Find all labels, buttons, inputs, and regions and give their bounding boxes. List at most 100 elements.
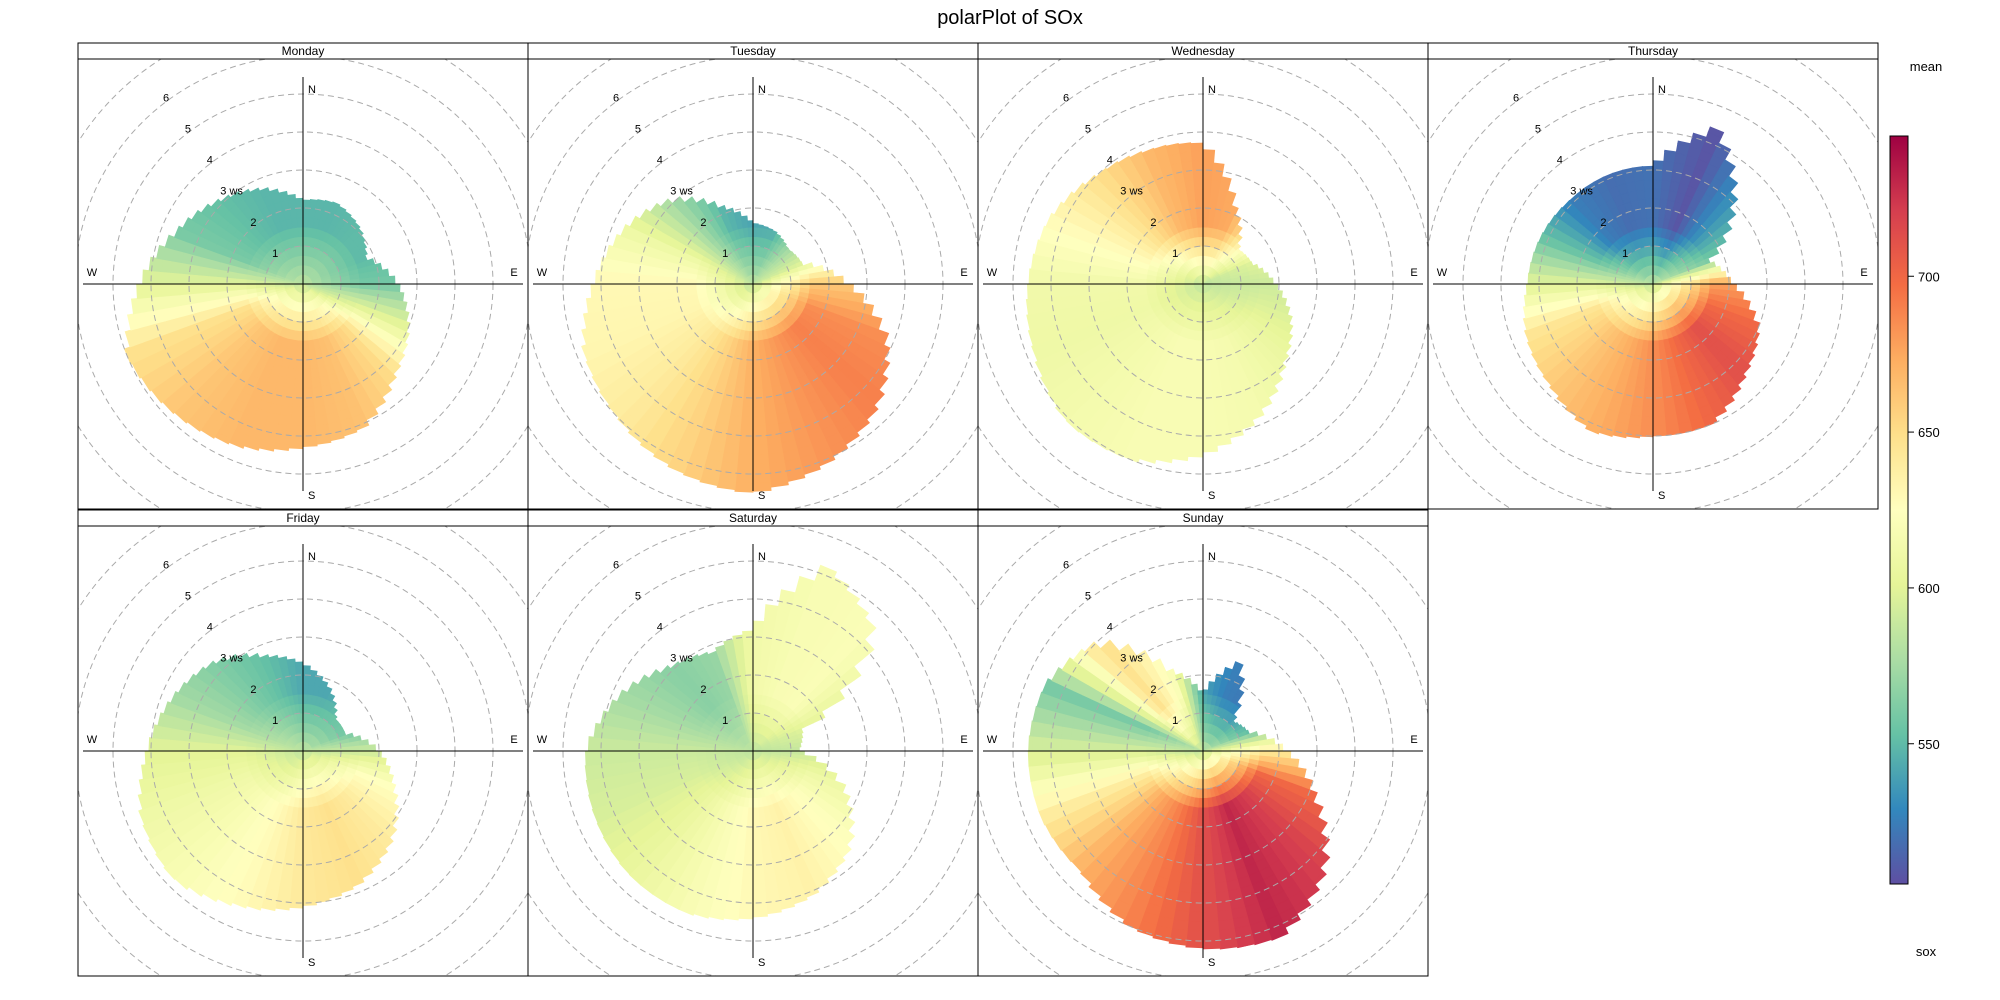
surface-cell [397, 283, 401, 293]
surface-cell [357, 735, 362, 742]
surface-cell [1268, 277, 1274, 285]
surface-cell [1202, 387, 1214, 399]
surface-cell [600, 270, 612, 285]
surface-cell [1538, 273, 1550, 285]
surface-cell [226, 283, 238, 292]
surface-cell [1522, 304, 1535, 319]
surface-cell [752, 463, 771, 475]
surface-cell [1189, 425, 1204, 437]
surface-cell [585, 359, 598, 377]
surface-cell [1202, 444, 1219, 453]
surface-cell [309, 358, 319, 370]
ring-label: 6 [1063, 92, 1069, 104]
surface-cell [1647, 226, 1654, 238]
surface-cell [735, 472, 754, 484]
surface-cell [1652, 397, 1665, 408]
surface-cell [671, 196, 687, 211]
surface-cell [649, 202, 659, 214]
surface-cell [1531, 349, 1545, 365]
surface-cell [236, 283, 247, 291]
surface-cell [368, 744, 377, 752]
surface-cell [302, 406, 316, 418]
ring-label: 6 [613, 92, 619, 104]
surface-cell [809, 277, 820, 285]
surface-cell [1639, 207, 1648, 219]
surface-cell [293, 845, 304, 856]
surface-cell [164, 234, 170, 248]
ring-label: 3 ws [1120, 186, 1143, 198]
surface-cell [1548, 274, 1559, 285]
surface-cell [298, 236, 304, 247]
surface-cell [302, 873, 316, 885]
surface-cell [1639, 425, 1654, 437]
surface-cell [138, 778, 148, 795]
surface-cell [169, 750, 181, 764]
surface-cell [1031, 345, 1040, 362]
surface-cell [717, 204, 728, 216]
surface-cell [310, 377, 322, 389]
ring-label: 4 [657, 155, 663, 167]
surface-cell [752, 434, 768, 446]
surface-cell [768, 229, 778, 242]
surface-cell [245, 750, 257, 757]
surface-cell [207, 758, 220, 768]
surface-cell [302, 368, 312, 380]
surface-cell [742, 387, 754, 399]
surface-cell [818, 276, 830, 285]
surface-cell [245, 283, 257, 290]
surface-cell [141, 764, 145, 780]
ring-label: 1 [722, 248, 728, 260]
surface-cell [291, 397, 304, 408]
surface-cell [752, 330, 759, 342]
ring-label: 2 [1150, 217, 1156, 229]
surface-cell [591, 283, 603, 299]
surface-cell [312, 395, 325, 408]
surface-cell [178, 681, 189, 696]
surface-cell [278, 190, 289, 202]
surface-cell [1652, 340, 1660, 351]
surface-cell [1736, 291, 1745, 301]
surface-cell [1709, 277, 1720, 285]
surface-cell [1031, 268, 1043, 285]
surface-cell [198, 283, 209, 294]
surface-cell [188, 292, 201, 305]
surface-cell [582, 313, 589, 330]
surface-cell [150, 283, 162, 298]
surface-cell [1660, 367, 1670, 380]
surface-cell [1527, 272, 1531, 285]
panel-title: Thursday [1628, 44, 1678, 58]
surface-cell [1652, 425, 1667, 437]
surface-cell [188, 283, 200, 295]
surface-cell [752, 368, 762, 380]
surface-cell [648, 291, 660, 303]
surface-cell [330, 699, 337, 705]
surface-cell [255, 750, 266, 756]
surface-cell [195, 666, 209, 681]
surface-cell [1041, 283, 1053, 299]
surface-cell [1637, 198, 1647, 210]
surface-cell [752, 406, 766, 418]
surface-cell [1644, 368, 1654, 380]
surface-cell [1652, 179, 1663, 190]
surface-cell [706, 200, 718, 211]
surface-cell [312, 862, 325, 875]
surface-cell [169, 283, 181, 297]
surface-cell [610, 271, 621, 285]
surface-cell [239, 188, 252, 199]
surface-cell [1522, 317, 1529, 331]
surface-cell [648, 274, 659, 285]
surface-cell [1642, 387, 1654, 399]
surface-cell [1718, 270, 1727, 279]
direction-label: N [308, 84, 316, 96]
surface-cell [1707, 126, 1725, 139]
surface-cell [1548, 283, 1559, 294]
surface-cell [1652, 368, 1662, 380]
surface-cell [818, 270, 830, 279]
panel-border [1427, 58, 1879, 510]
surface-cell [179, 293, 192, 306]
surface-cell [748, 236, 754, 247]
surface-cell [186, 673, 195, 686]
surface-cell [1557, 291, 1570, 301]
surface-cell [740, 416, 754, 427]
surface-cell [752, 378, 763, 389]
